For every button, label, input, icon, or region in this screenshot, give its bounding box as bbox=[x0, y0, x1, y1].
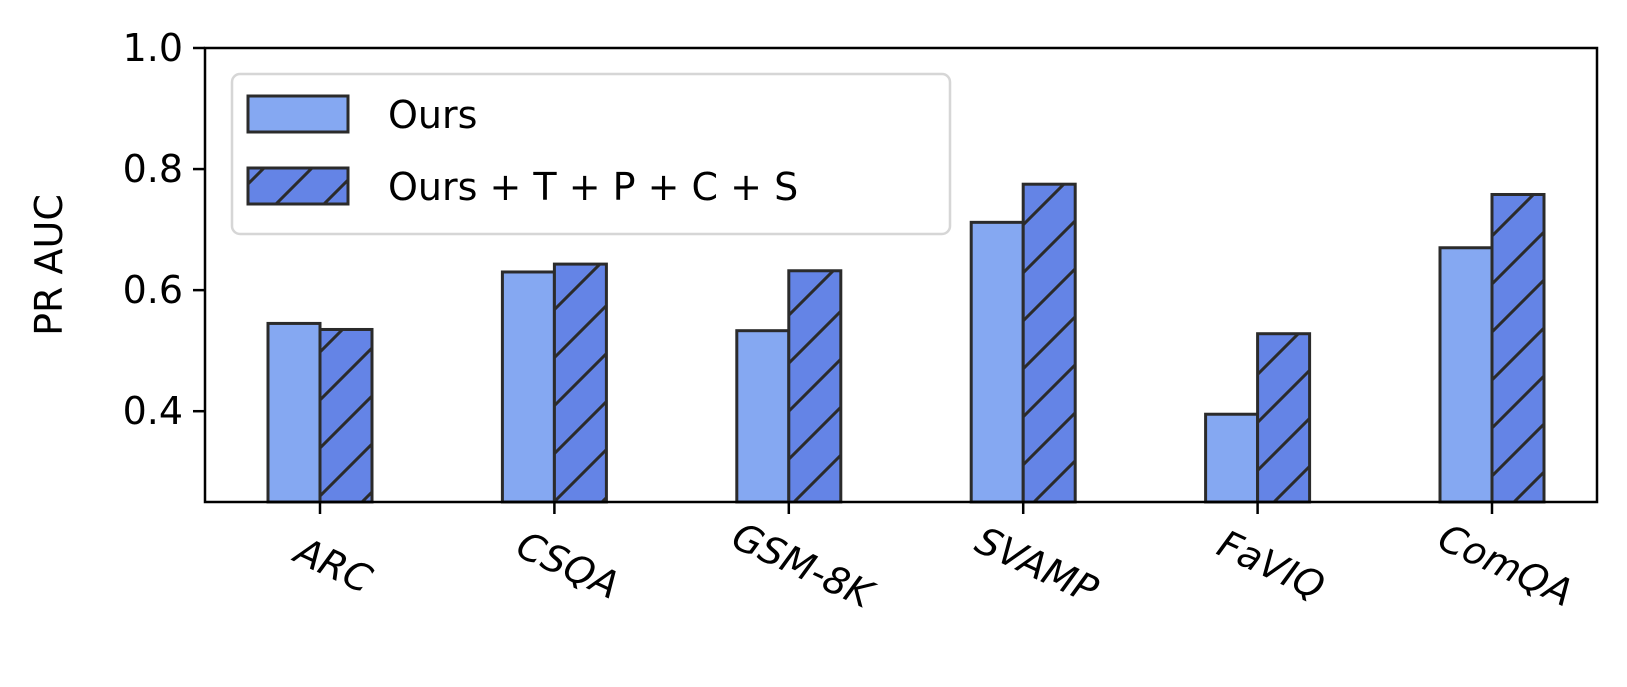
legend-box bbox=[230, 72, 952, 236]
legend-swatch-ours bbox=[246, 94, 350, 134]
legend-swatch-hatch bbox=[248, 168, 348, 204]
x-tick-label: ARC bbox=[286, 527, 379, 602]
x-tick-label: ComQA bbox=[1432, 515, 1580, 615]
bar-hatch-arc bbox=[320, 329, 372, 502]
bar-hatch-gsm-8k bbox=[788, 270, 841, 502]
bar-hatch-comqa bbox=[1492, 194, 1544, 502]
bars-group bbox=[266, 182, 1546, 504]
plot-frame bbox=[203, 46, 1599, 504]
x-tick-label: CSQA bbox=[510, 523, 626, 608]
y-tick-label: 0.8 bbox=[123, 147, 183, 191]
bar-faviq-series-0 bbox=[1204, 412, 1260, 504]
bar-hatch-svamp bbox=[1023, 184, 1076, 502]
x-tick-label: FaVIQ bbox=[1211, 522, 1331, 609]
bar-gsm-8k-series-0 bbox=[735, 329, 791, 504]
y-tick-label: 0.6 bbox=[123, 268, 183, 312]
y-axis-title: PR AUC bbox=[27, 194, 71, 336]
legend-label-ours-tpcs: Ours + T + P + C + S bbox=[388, 165, 798, 209]
bar-svamp-series-0 bbox=[969, 220, 1025, 504]
y-axis-ticks: 0.4 0.6 0.8 1.0 bbox=[123, 26, 205, 433]
legend-label-ours: Ours bbox=[388, 93, 477, 137]
x-tick-label: GSM-8K bbox=[725, 514, 882, 618]
y-tick-label: 0.4 bbox=[123, 389, 183, 433]
bar-csqa-series-0 bbox=[500, 270, 556, 504]
x-tick-label: SVAMP bbox=[969, 518, 1105, 613]
bar-comqa-series-0 bbox=[1438, 246, 1494, 504]
y-tick-label: 1.0 bbox=[123, 26, 183, 70]
legend: Ours Ours + T + P + C + S bbox=[230, 72, 952, 236]
bar-hatch-faviq bbox=[1257, 333, 1310, 502]
x-axis-ticks: ARC CSQA GSM-8K SVAMP FaVIQ ComQA bbox=[286, 502, 1580, 618]
bar-hatch-csqa bbox=[554, 264, 607, 502]
bar-arc-series-0 bbox=[266, 321, 322, 504]
